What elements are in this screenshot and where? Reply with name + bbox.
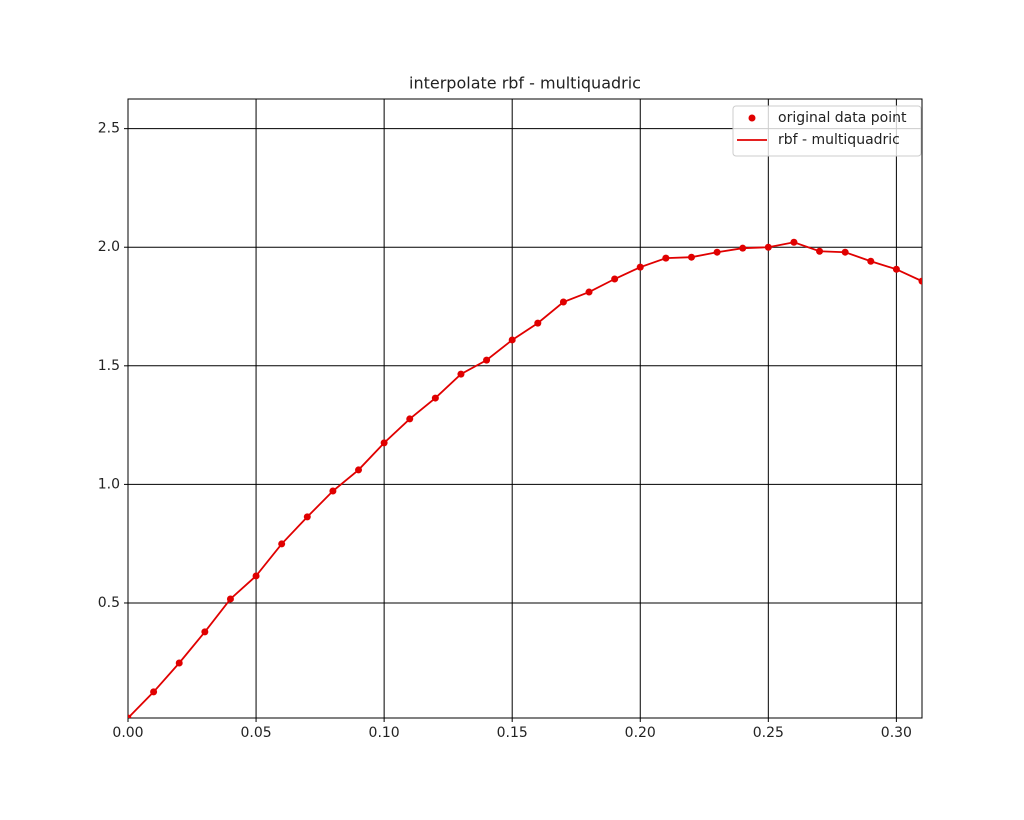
legend-label: rbf - multiquadric (778, 132, 900, 148)
x-tick-label: 0.05 (240, 725, 271, 741)
plot-frame (127, 98, 923, 719)
y-tick-label: 2.5 (98, 121, 120, 137)
plot-area (128, 238, 922, 718)
chart-title: interpolate rbf - multiquadric (409, 74, 641, 93)
legend-box (732, 105, 922, 157)
x-tick-label: 0.20 (625, 725, 656, 741)
x-tick-label: 0.25 (753, 725, 784, 741)
x-tick-label: 0.10 (369, 725, 400, 741)
x-tick-label: 0.15 (497, 725, 528, 741)
y-tick-label: 1.0 (98, 476, 120, 492)
y-tick-label: 0.5 (98, 595, 120, 611)
legend-marker (748, 114, 756, 122)
line (128, 241, 922, 718)
x-tick-label: 0.30 (881, 725, 912, 741)
y-tick-label: 1.5 (98, 358, 120, 374)
legend-label: original data point (778, 110, 907, 126)
x-tick-label: 0.00 (112, 725, 143, 741)
y-tick-label: 2.0 (98, 239, 120, 255)
